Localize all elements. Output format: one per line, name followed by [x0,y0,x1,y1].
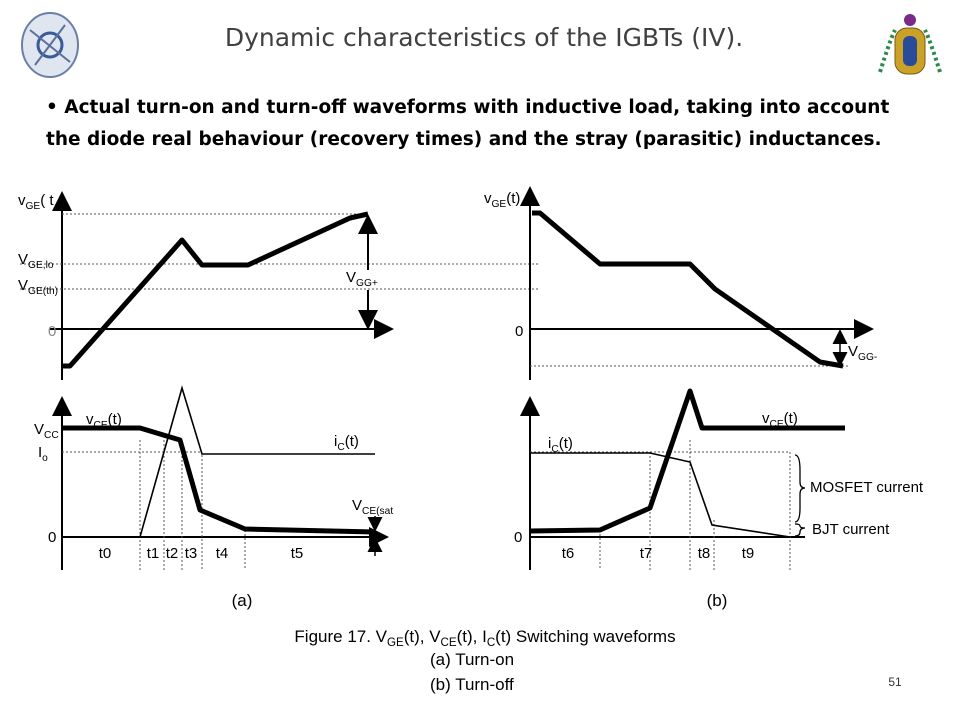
subscript: C [337,442,344,453]
bullet-line: the diode real behaviour (recovery times… [46,129,882,150]
panel-a-vge [20,191,540,380]
label-part: v [762,410,770,427]
zero-label: 0 [48,529,56,546]
subscript: GG- [858,352,877,363]
page-number: 51 [888,675,902,689]
label-part: I [38,444,42,461]
curve-label: iC(t) [548,435,573,455]
level-label: VGE(th) [18,277,58,297]
figure-caption: (b) Turn-off [430,675,514,694]
axis-label: vGE( t [18,192,54,212]
level-label: VGG+ [346,269,378,289]
panel-label: (a) [232,591,253,610]
level-label: Io [38,444,48,464]
label-part: V [346,269,356,286]
subscript: CE [94,420,108,431]
subscript: CE [441,637,457,649]
subscript: GE(th) [28,286,58,297]
subscript: C [487,637,495,649]
label-part: (t), I [457,627,487,646]
subscript: o [42,453,48,464]
time-label: t9 [742,545,755,562]
time-label: t1 [147,545,160,562]
subscript: CE [770,419,784,430]
label-part: (t) [506,190,520,207]
label-part: v [18,192,26,209]
label-part: (t) [559,435,573,452]
axis-label: vGE(t) [484,190,520,210]
label-part: ( t [40,192,54,209]
subscript: GE,lo [28,260,54,271]
subscript: CC [44,430,59,441]
label-part: V [18,251,28,268]
subscript: GG+ [356,278,378,289]
subscript: GE [387,637,404,649]
label-part: V [848,343,858,360]
label-part: (t), V [404,627,441,646]
label-part: v [86,411,94,428]
logo-left [21,12,79,78]
subscript: GE [492,199,507,210]
panel-b-vce [520,388,845,570]
curve-label: iC(t) [334,433,359,453]
zero-label: 0 [48,323,56,340]
label-part: i [334,433,337,450]
figure-caption: (a) Turn-on [430,650,514,669]
zero-label: 0 [515,323,523,340]
time-labels: t0 t1 t2 t3 t4 t5 [99,545,304,562]
time-label: t5 [291,545,304,562]
label-part: V [34,421,44,438]
time-label: t6 [562,545,575,562]
zero-label: 0 [514,529,522,546]
label-part: (t) [345,433,359,450]
time-labels: t6 t7 t8 t9 [562,545,755,562]
curve-label: vCE(t) [762,410,798,430]
label-part: v [484,190,492,207]
bullet-text: Actual turn-on and turn-off waveforms wi… [64,97,889,118]
label-part: (t) Switching waveforms [495,627,675,646]
time-label: t8 [698,545,711,562]
bullet-line: • Actual turn-on and turn-off waveforms … [46,97,889,118]
time-label: t4 [216,545,229,562]
logo-right [878,14,942,75]
label-part: (t) [784,410,798,427]
panel-label: (b) [707,591,728,610]
subscript: C [551,444,558,455]
label-part: i [548,435,551,452]
time-label: t3 [185,545,198,562]
slide-title: Dynamic characteristics of the IGBTs (IV… [225,23,743,52]
panel-b-vge [520,186,874,380]
label-part: V [18,277,28,294]
level-label: VCE(sat [352,497,393,517]
bullet-dot: • [46,97,64,118]
brace-label: MOSFET current [810,479,924,496]
level-label: VGE,lo [18,251,54,271]
time-label: t2 [166,545,179,562]
level-label: VGG- [848,343,877,363]
label-part: V [352,497,362,514]
figure-caption: Figure 17. VGE(t), VCE(t), IC(t) Switchi… [294,627,675,649]
label-part: Figure 17. V [294,627,387,646]
level-label: VCC [34,421,59,441]
panel-a-vce [52,385,389,570]
curve-label: vCE(t) [86,411,122,431]
time-label: t7 [640,545,653,562]
brace-label: BJT current [812,521,890,538]
subscript: GE [26,201,41,212]
time-label: t0 [99,545,112,562]
subscript: CE(sat [362,506,393,517]
label-part: (t) [108,411,122,428]
